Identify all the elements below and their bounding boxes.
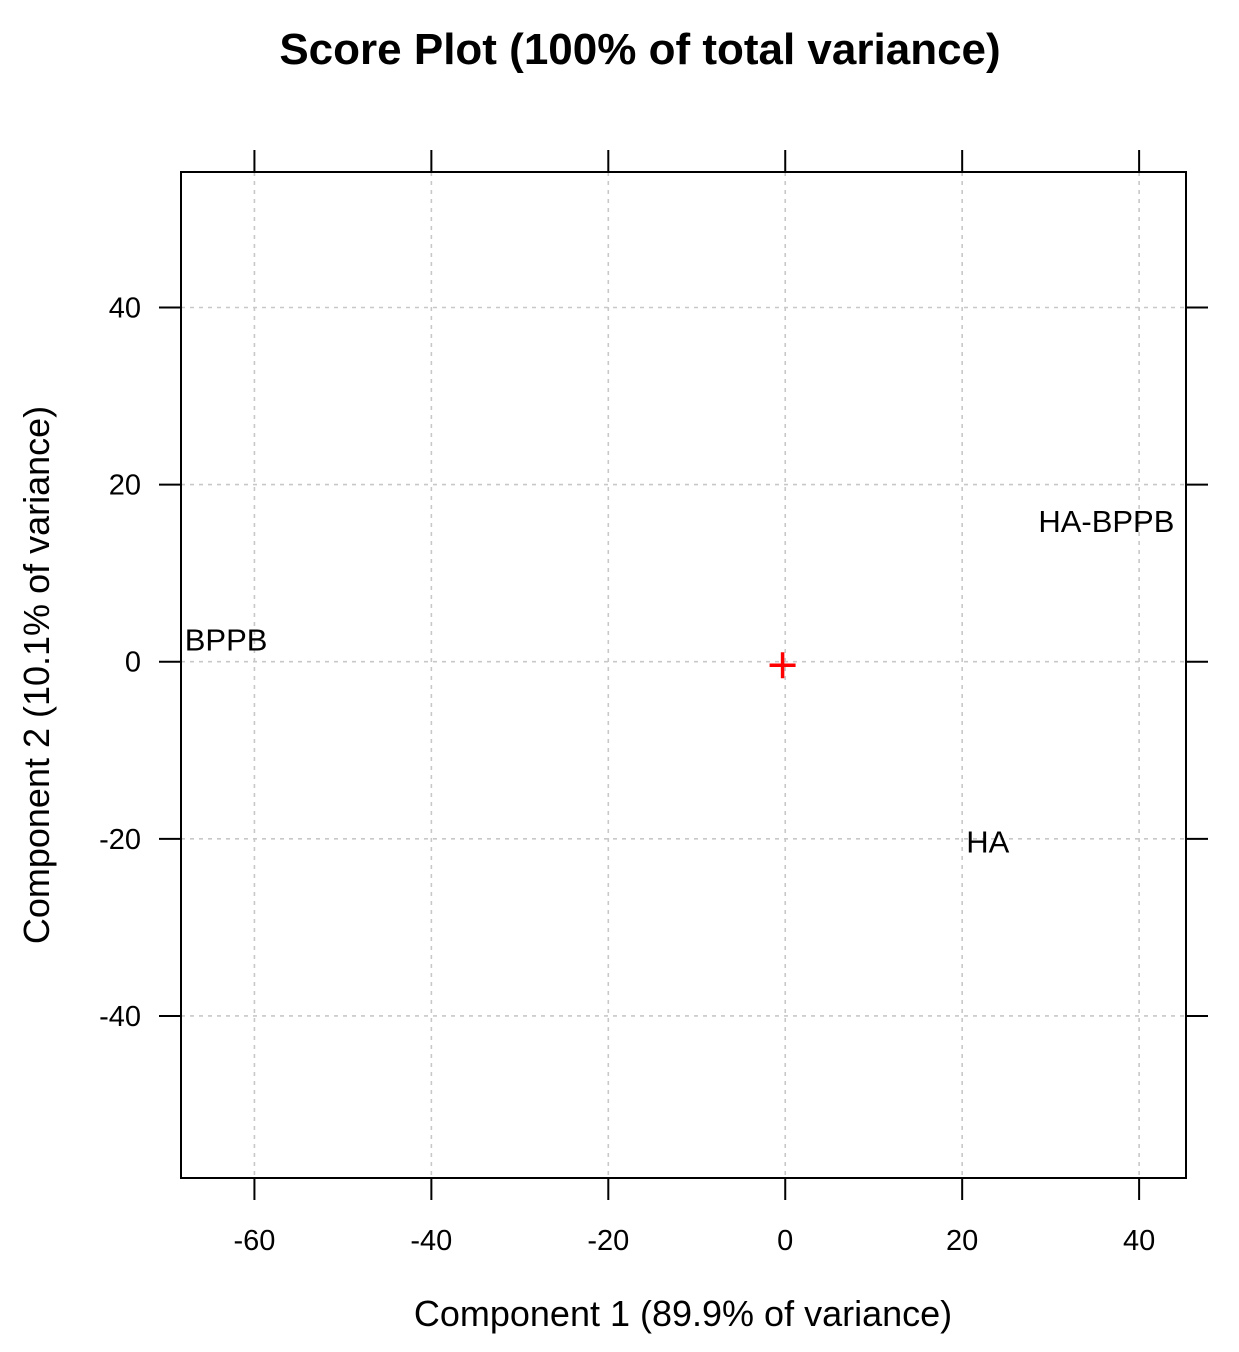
x-tick-label: 0 [777, 1225, 793, 1257]
x-tick-label: -40 [410, 1225, 452, 1257]
point-label: HA-BPPB [1038, 504, 1174, 539]
point-layer: BPPB HA-BPPB HA [185, 504, 1175, 860]
point-label: HA [966, 824, 1009, 859]
point-label: BPPB [185, 623, 268, 658]
y-tick-label: 40 [109, 292, 141, 324]
plot-frame [180, 171, 1187, 1179]
grid-layer [181, 172, 1186, 1178]
x-tick-label: 40 [1123, 1225, 1155, 1257]
tick-layer [159, 150, 1208, 1200]
tick-label-layer: -60 -40 -20 0 20 40 -40 -20 0 20 40 [99, 292, 1155, 1257]
y-tick-label: -20 [99, 824, 141, 856]
y-tick-label: 20 [109, 470, 141, 502]
y-axis-label: Component 2 (10.1% of variance) [16, 406, 57, 944]
x-tick-label: 20 [946, 1225, 978, 1257]
origin-marker [769, 652, 796, 679]
x-axis-label: Component 1 (89.9% of variance) [414, 1293, 952, 1334]
chart-title: Score Plot (100% of total variance) [279, 25, 1000, 74]
y-tick-label: -40 [99, 1001, 141, 1033]
x-tick-label: -20 [587, 1225, 629, 1257]
x-tick-label: -60 [233, 1225, 275, 1257]
y-tick-label: 0 [125, 647, 141, 679]
